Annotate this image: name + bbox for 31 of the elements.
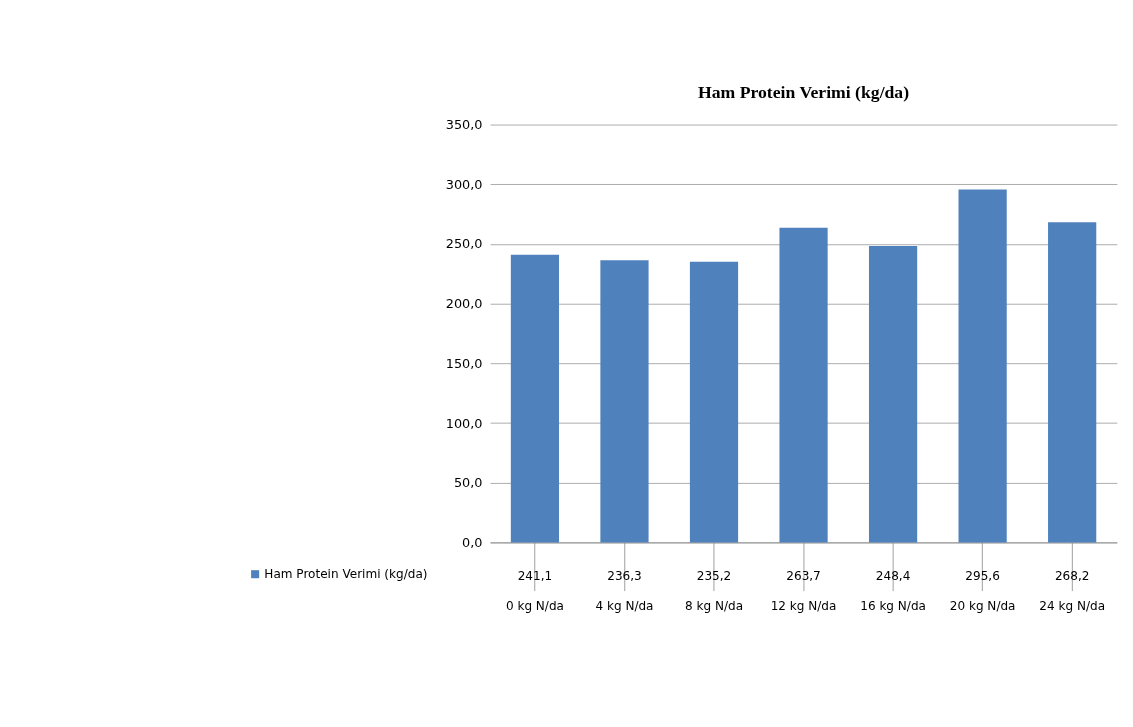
bar [958, 189, 1007, 543]
y-tick-label: 350,0 [445, 117, 483, 133]
data-label: 236,3 [607, 569, 642, 584]
x-tick-label: 8 kg N/da [684, 599, 744, 614]
bar [510, 254, 560, 543]
data-label: 268,2 [1054, 569, 1090, 584]
x-tick-label: 4 kg N/da [595, 599, 654, 614]
y-tick-label: 250,0 [445, 236, 483, 252]
bar [600, 260, 649, 543]
x-tick-label: 0 kg N/da [505, 599, 564, 614]
bar [689, 261, 739, 543]
x-tick-label: 24 kg N/da [1039, 599, 1106, 614]
bar [779, 227, 828, 543]
chart-title: Ham Protein Verimi (kg/da) [698, 82, 910, 103]
y-tick-label: 0,0 [462, 534, 483, 550]
x-tick-label: 16 kg N/da [860, 599, 926, 614]
bar [1048, 222, 1097, 543]
y-tick-label: 50,0 [453, 475, 483, 491]
bar [868, 245, 918, 543]
data-label: 248,4 [875, 569, 911, 584]
x-tick-label: 20 kg N/da [949, 599, 1016, 614]
x-tick-label: 12 kg N/da [770, 599, 837, 614]
y-tick-label: 150,0 [445, 355, 483, 371]
data-label: 263,7 [786, 569, 821, 584]
y-tick-label: 100,0 [445, 415, 483, 431]
data-label: 235,2 [696, 569, 732, 584]
data-label: 295,6 [965, 569, 1000, 584]
y-tick-label: 200,0 [445, 296, 483, 312]
legend-label: Ham Protein Verimi (kg/da) [264, 567, 428, 582]
y-tick-label: 300,0 [445, 176, 483, 192]
data-label: 241,1 [517, 569, 553, 584]
